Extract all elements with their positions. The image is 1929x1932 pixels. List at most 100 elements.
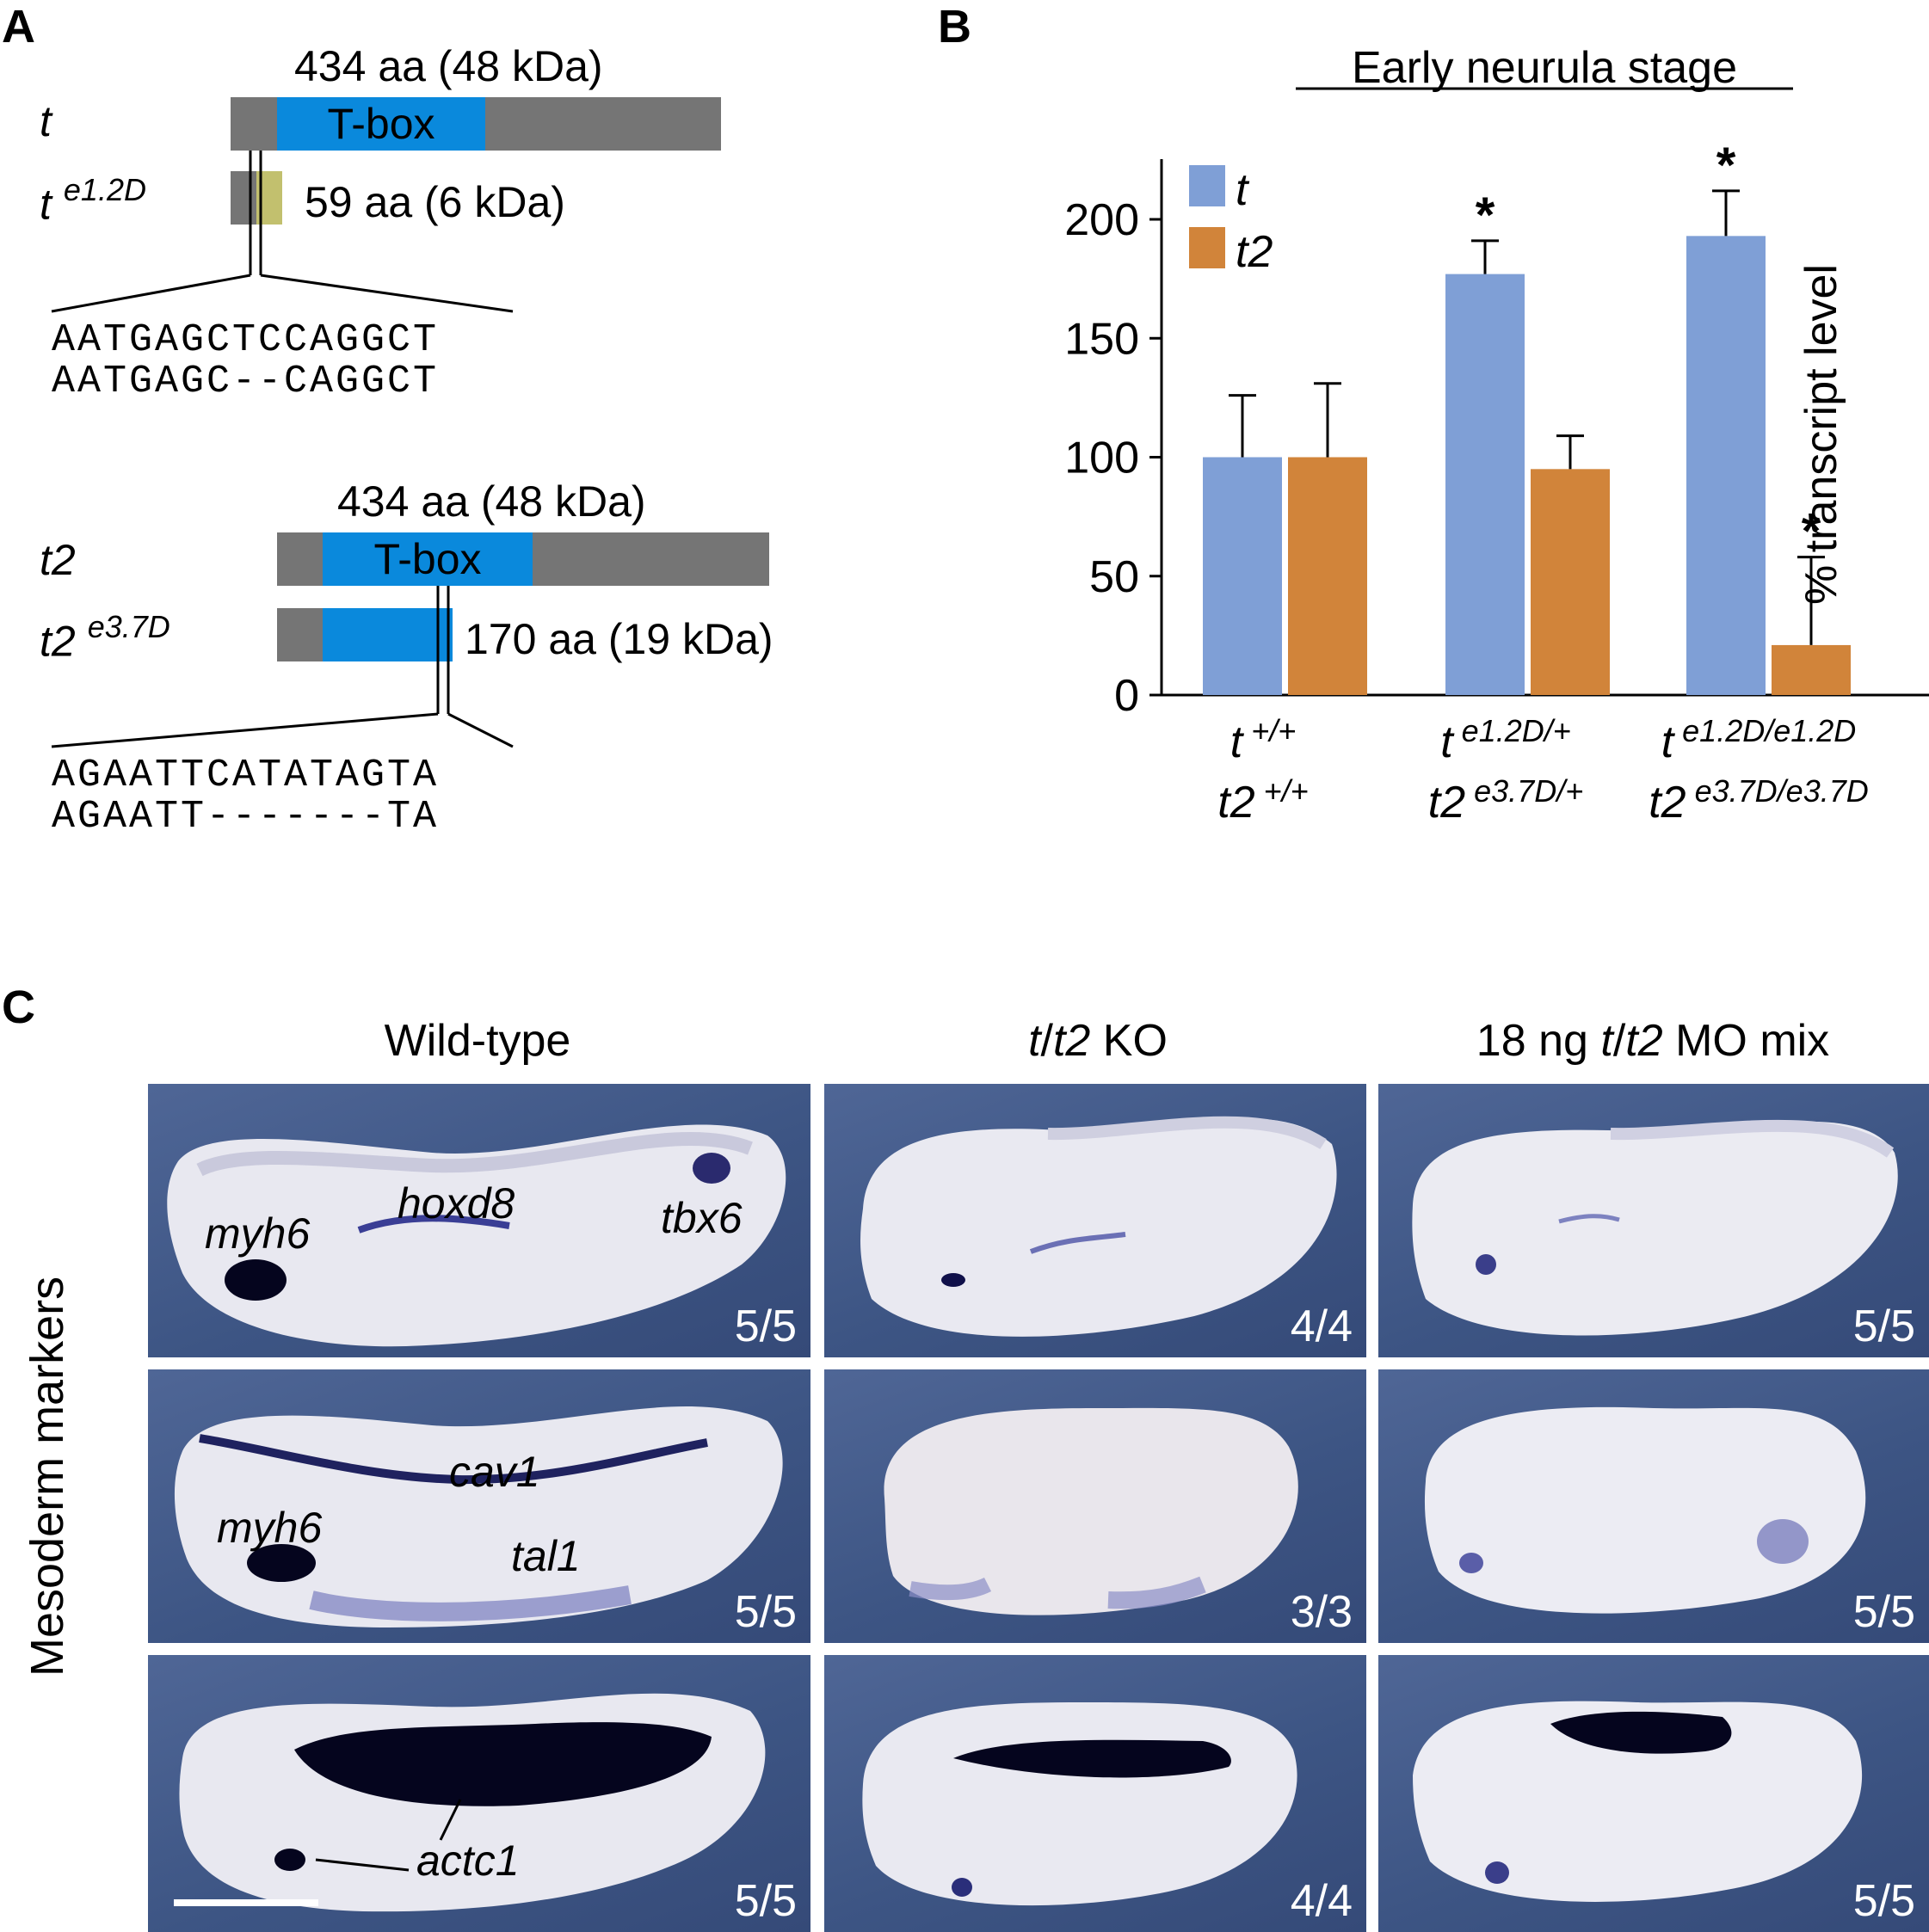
significance-star: *	[1802, 504, 1821, 560]
bar-t-2	[1686, 236, 1766, 696]
t-mutant-gene: t	[40, 180, 52, 229]
t2-mutant-allele: e3.7D	[87, 609, 170, 644]
panel-label-a: A	[2, 1, 35, 52]
t2-tbox-domain: T-box	[323, 532, 533, 586]
column-title-wild-type: Wild-type	[146, 1015, 809, 1067]
marker-label-myh6: myh6	[217, 1504, 323, 1552]
column-title-mo: 18 ng t/t2 MO mix	[1377, 1015, 1929, 1067]
panel-label-b: B	[938, 1, 971, 52]
sample-ratio: 3/3	[1290, 1587, 1353, 1637]
t-mutant-sequence: AATGAGC--CAGGCT	[52, 360, 440, 403]
t-wt-sequence: AATGAGCTCCAGGCT	[52, 318, 440, 362]
x-category-label-line1: t e1.2D/+	[1440, 713, 1571, 767]
y-tick-label: 150	[1064, 314, 1139, 364]
bar-t2-1	[1531, 469, 1610, 695]
t-tbox-domain: T-box	[277, 97, 485, 151]
column-title-slash: /	[1612, 1016, 1626, 1066]
embryo-panel-r1-mo: 5/5	[1378, 1084, 1929, 1357]
bar-t-0	[1203, 457, 1282, 695]
marker-label-hoxd8: hoxd8	[398, 1179, 515, 1227]
embryo-image	[1424, 1406, 1866, 1614]
y-axis-label: % transcript level	[1796, 264, 1846, 605]
t-gene-label: t	[40, 97, 52, 145]
bar-t2-0	[1288, 457, 1367, 695]
t-mutant-bar	[231, 171, 256, 225]
t2-mutant-protein-size: 170 aa (19 kDa)	[465, 615, 773, 663]
embryo-image	[179, 1693, 766, 1912]
column-title-text: Wild-type	[384, 1016, 571, 1066]
t2-mutant-label: t2 e3.7D	[40, 609, 170, 667]
sample-ratio: 5/5	[1852, 1587, 1915, 1637]
significance-star: *	[1476, 188, 1495, 243]
t2-wt-sequence: AGAATTCATATAGTA	[52, 754, 440, 797]
embryo-image	[862, 1702, 1297, 1906]
scale-bar	[174, 1899, 318, 1906]
t2-protein-size: 434 aa (48 kDa)	[337, 477, 646, 526]
chart-title: Early neurula stage	[1352, 43, 1737, 93]
y-tick-label: 0	[1114, 671, 1139, 721]
sample-ratio: 5/5	[734, 1587, 797, 1637]
panel-a-zoom-lines	[51, 151, 514, 748]
x-category-label-line2: t2 e3.7D/+	[1428, 773, 1583, 828]
embryo-image	[1412, 1119, 1898, 1336]
sample-ratio: 5/5	[1852, 1301, 1915, 1351]
sample-ratio: 5/5	[734, 1876, 797, 1926]
embryo-image	[174, 1406, 783, 1627]
embryo-panel-r1-wt: myh6 hoxd8 tbx6 5/5	[148, 1084, 810, 1357]
t-mutant-protein-size: 59 aa (6 kDa)	[305, 178, 565, 226]
embryo-panel-r3-ko: 4/4	[824, 1655, 1366, 1932]
x-category-label-line1: t +/+	[1230, 713, 1297, 767]
row-axis-label: Mesoderm markers	[22, 1276, 73, 1677]
column-title-slash: /	[1040, 1016, 1053, 1066]
significance-star: *	[1716, 138, 1736, 194]
legend-swatch-t2	[1189, 227, 1225, 268]
t2-mutant-gene: t2	[40, 617, 76, 666]
column-title-gene-t: t	[1028, 1016, 1041, 1066]
column-title-gene-t2: t2	[1052, 1016, 1091, 1066]
embryo-panel-r2-ko: 3/3	[824, 1369, 1366, 1643]
marker-label-cav1: cav1	[449, 1448, 540, 1496]
legend-label-t: t	[1236, 165, 1250, 215]
y-tick-label: 50	[1089, 552, 1139, 602]
marker-label-myh6: myh6	[205, 1209, 311, 1258]
embryo-image	[167, 1124, 786, 1347]
t-protein-size: 434 aa (48 kDa)	[294, 42, 603, 90]
column-title-ko: t/t2 KO	[823, 1015, 1373, 1067]
column-title-gene-t: t	[1600, 1016, 1613, 1066]
embryo-image	[1413, 1701, 1863, 1902]
x-category-label-line1: t e1.2D/e1.2D	[1661, 713, 1857, 767]
x-category-label-line2: t2 e3.7D/e3.7D	[1649, 773, 1869, 828]
panel-label-c: C	[2, 981, 35, 1033]
embryo-panel-r3-wt: actc1 5/5	[148, 1655, 810, 1932]
legend-swatch-t	[1189, 165, 1225, 206]
t2-mutant-bar	[277, 608, 323, 661]
column-title-prefix: 18 ng	[1476, 1016, 1601, 1066]
marker-label-actc1: actc1	[416, 1837, 520, 1885]
x-category-label-line2: t2 +/+	[1217, 773, 1308, 828]
bar-t-1	[1445, 274, 1525, 695]
embryo-image	[860, 1116, 1337, 1337]
sample-ratio: 4/4	[1290, 1876, 1353, 1926]
embryo-panel-r2-wt: cav1 myh6 tal1 5/5	[148, 1369, 810, 1643]
column-title-gene-t2: t2	[1625, 1016, 1663, 1066]
t2-mutant-sequence: AGAATT-------TA	[52, 795, 440, 839]
column-title-suffix: KO	[1090, 1016, 1168, 1066]
embryo-image	[884, 1407, 1298, 1615]
y-tick-label: 200	[1064, 195, 1139, 245]
t-mutant-allele: e1.2D	[63, 172, 146, 207]
transcript-level-chart: Early neurula stage 0 50 100 150 200 % transcr…	[1064, 43, 1929, 828]
t2-mutant-tbox-segment	[323, 608, 453, 661]
embryo-panel-r1-ko: 4/4	[824, 1084, 1366, 1357]
embryo-panel-r2-mo: 5/5	[1378, 1369, 1929, 1643]
sample-ratio: 4/4	[1290, 1301, 1353, 1351]
t2-gene-label: t2	[40, 536, 76, 584]
legend-label-t2: t2	[1236, 227, 1273, 277]
y-tick-label: 100	[1064, 434, 1139, 483]
sample-ratio: 5/5	[1852, 1876, 1915, 1926]
bar-t2-2	[1772, 644, 1851, 695]
embryo-panel-r3-mo: 5/5	[1378, 1655, 1929, 1932]
marker-label-tbx6: tbx6	[661, 1194, 743, 1242]
marker-label-tal1: tal1	[511, 1532, 581, 1580]
sample-ratio: 5/5	[734, 1301, 797, 1351]
column-title-suffix: MO mix	[1662, 1016, 1830, 1066]
